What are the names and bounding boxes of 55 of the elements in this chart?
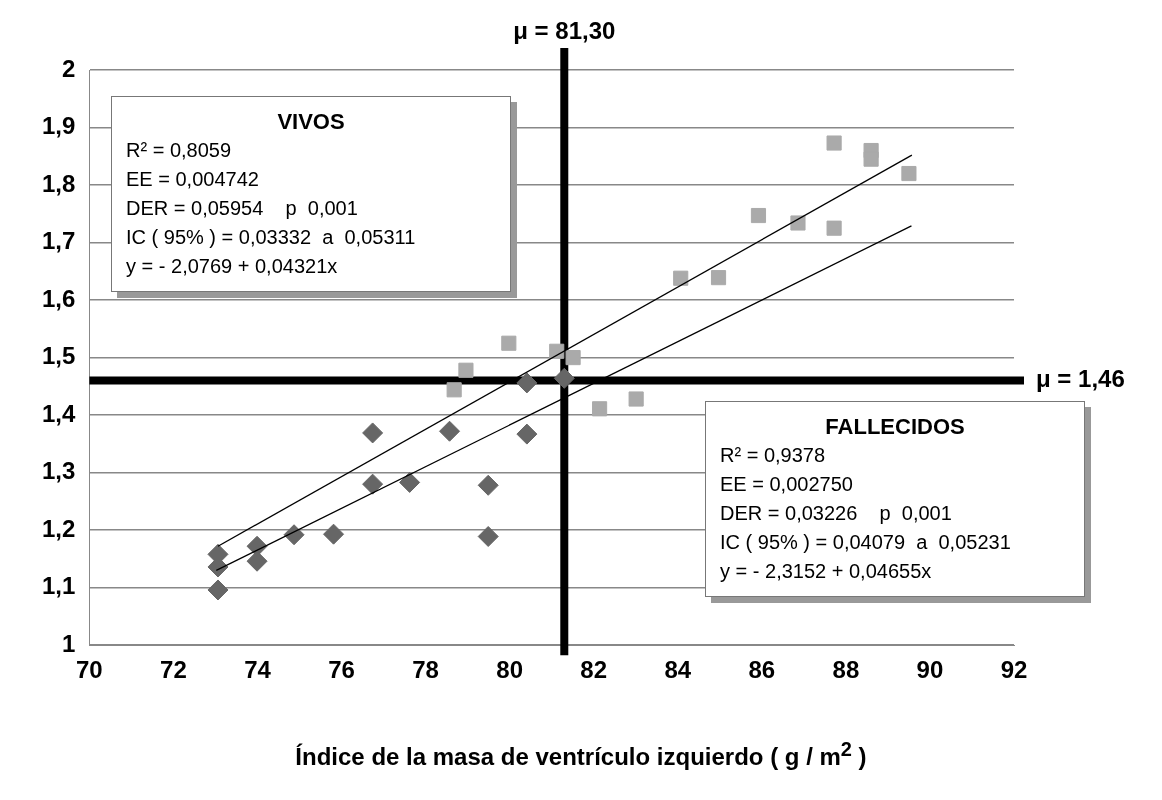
y-tick-label: 1,3 bbox=[41, 457, 76, 485]
point bbox=[553, 367, 575, 389]
y-tick-label: 1,7 bbox=[41, 227, 76, 255]
x-tick-label: 70 bbox=[76, 656, 103, 684]
point bbox=[362, 473, 384, 495]
point bbox=[458, 362, 474, 378]
point bbox=[207, 579, 229, 601]
point bbox=[549, 343, 565, 359]
x-tick-label: 86 bbox=[748, 656, 776, 684]
x-tick-label: 92 bbox=[1000, 656, 1028, 684]
x-tick-label: 88 bbox=[832, 656, 860, 684]
y-tick-label: 1,8 bbox=[41, 169, 76, 197]
x-tick-label: 80 bbox=[496, 656, 523, 684]
y-tick-label: 2 bbox=[62, 54, 76, 82]
point bbox=[362, 422, 384, 444]
x-tick-label: 72 bbox=[160, 656, 187, 684]
point bbox=[439, 420, 461, 442]
ref-line-label: μ = 81,30 bbox=[513, 16, 616, 44]
y-tick-label: 1,4 bbox=[41, 399, 76, 427]
y-tick-label: 1,9 bbox=[41, 112, 76, 140]
point bbox=[863, 151, 879, 167]
point bbox=[446, 382, 462, 398]
point bbox=[826, 220, 842, 236]
point bbox=[592, 401, 608, 417]
point bbox=[673, 270, 689, 286]
point bbox=[283, 524, 305, 546]
point bbox=[323, 523, 345, 545]
point bbox=[565, 350, 581, 366]
x-tick-label: 78 bbox=[412, 656, 439, 684]
point bbox=[516, 372, 538, 394]
annotation: FALLECIDOS R² = 0,9378 EE = 0,002750 DER = 0,03226 p 0,001 IC ( 95% ) = 0,04079 a 0,05231 y = - 2,3152 + 0,04655x bbox=[720, 413, 1012, 584]
point bbox=[750, 207, 767, 224]
y-tick-label: 1 bbox=[62, 629, 76, 657]
point bbox=[790, 215, 806, 231]
y-tick-label: 1,2 bbox=[41, 514, 76, 542]
point bbox=[477, 525, 499, 547]
x-tick-label: 74 bbox=[244, 656, 272, 684]
ref-line-label: μ = 1,46 bbox=[1036, 365, 1125, 393]
point bbox=[826, 135, 842, 151]
point bbox=[516, 423, 538, 445]
point bbox=[710, 270, 727, 286]
point bbox=[501, 335, 517, 351]
x-tick-label: 90 bbox=[916, 656, 944, 684]
point bbox=[399, 471, 421, 493]
point bbox=[901, 165, 917, 182]
x-tick-label: 84 bbox=[664, 656, 692, 684]
y-tick-label: 1,5 bbox=[41, 342, 76, 370]
x-axis-title: Índice de la masa de ventrículo izquierdo ( g / m$^{2}$ ) bbox=[294, 738, 868, 771]
point bbox=[628, 391, 644, 407]
point bbox=[477, 474, 499, 496]
x-tick-label: 76 bbox=[328, 656, 355, 684]
y-tick-label: 1,6 bbox=[41, 284, 76, 312]
y-tick-label: 1,1 bbox=[41, 572, 76, 600]
point bbox=[246, 550, 268, 572]
x-tick-label: 82 bbox=[580, 656, 608, 684]
